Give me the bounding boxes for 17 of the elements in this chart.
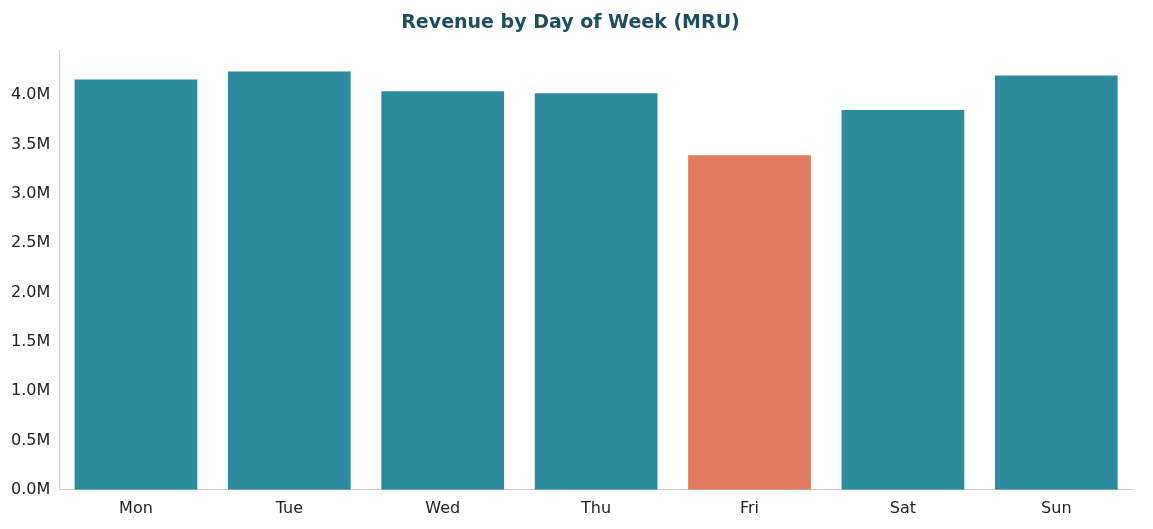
- y-tick-label: 3.5M: [11, 133, 51, 153]
- x-tick-label: Sun: [1041, 497, 1072, 517]
- chart-title: Revenue by Day of Week (MRU): [401, 10, 740, 33]
- x-tick-label: Fri: [739, 497, 760, 517]
- x-tick-label: Sat: [889, 497, 917, 517]
- x-tick-label: Mon: [119, 497, 153, 517]
- y-tick-label: 0.0M: [11, 478, 51, 498]
- x-tick-label: Wed: [425, 497, 461, 517]
- y-tick-label: 1.5M: [11, 330, 51, 350]
- y-tick-label: 2.5M: [11, 232, 51, 252]
- y-tick-label: 0.5M: [11, 429, 51, 449]
- y-tick-label: 3.0M: [11, 183, 51, 202]
- x-tick-label: Tue: [274, 497, 303, 517]
- y-tick-label: 1.0M: [11, 380, 51, 400]
- x-tick-label: Thu: [580, 497, 612, 517]
- y-tick-label: 4.0M: [11, 84, 51, 104]
- y-tick-label: 2.0M: [11, 281, 51, 301]
